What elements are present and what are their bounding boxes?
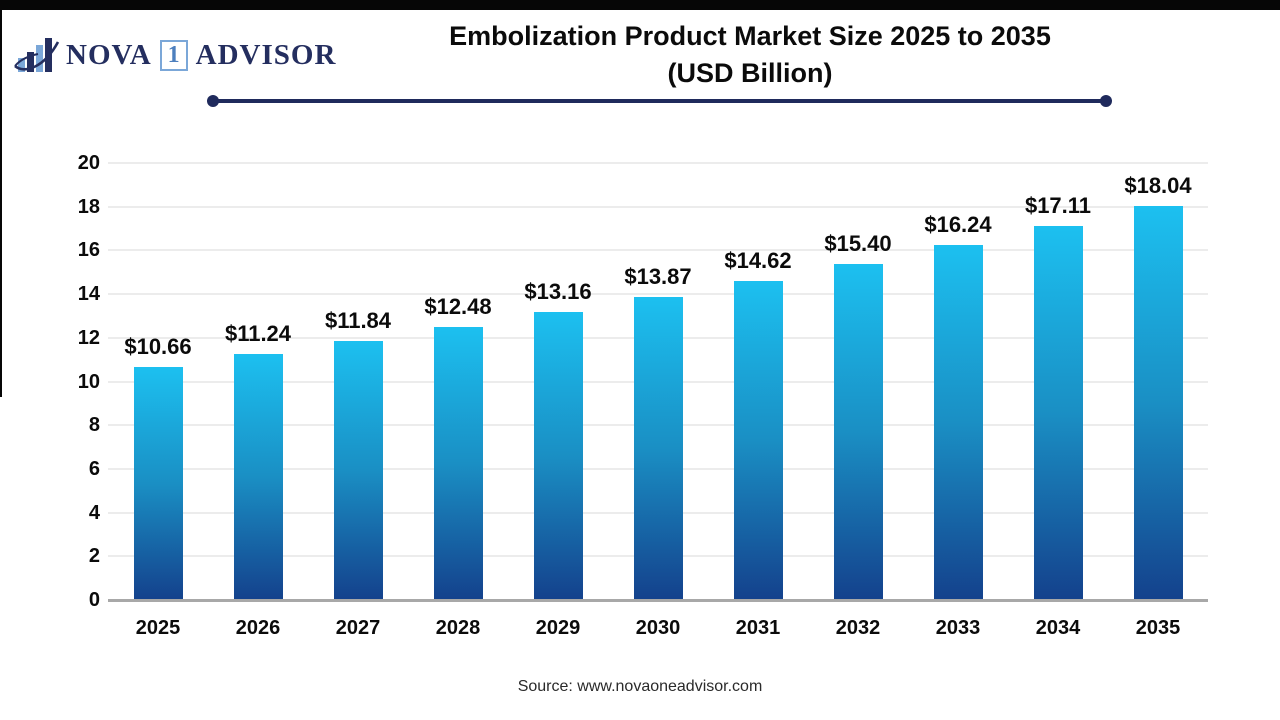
gridline [108,205,1208,208]
left-border-line [0,0,2,397]
x-tick-label: 2030 [635,617,681,639]
logo-text-one: 1 [159,39,188,71]
gridline [108,162,1208,164]
x-tick-label: 2035 [1135,617,1181,639]
chart-title-line2: (USD Billion) [667,58,833,88]
x-tick-label: 2033 [935,617,981,639]
x-axis-line [108,599,1208,602]
bar-value-label: $11.84 [324,308,392,334]
bar-chart-swoosh-icon [14,38,60,72]
bar-2026 [233,354,283,600]
bar-value-label: $13.87 [624,263,692,289]
y-tick-label: 12 [77,326,100,349]
x-tick-label: 2025 [135,617,181,639]
source-text: Source: www.novaoneadvisor.com [517,678,763,695]
bar-value-label: $10.66 [124,334,192,360]
title-divider-line [207,95,1112,107]
bar-2027 [333,341,383,600]
divider-dot-right [1100,95,1112,107]
y-tick-label: 10 [77,370,100,393]
y-tick-label: 6 [88,457,100,480]
bar-value-label: $11.24 [224,321,292,347]
bar-2029 [533,312,583,600]
x-tick-label: 2031 [735,617,781,639]
top-border-bar [0,0,1280,10]
bar-value-label: $18.04 [1124,172,1192,198]
y-tick-label: 8 [88,414,100,437]
bar-2032 [833,263,883,600]
y-tick-label: 14 [77,283,100,306]
y-tick-label: 0 [88,589,100,611]
y-tick-label: 18 [77,195,100,218]
bar-2028 [433,327,483,600]
y-tick-label: 16 [77,239,100,262]
bar-value-label: $15.40 [824,230,892,256]
y-tick-label: 4 [88,501,100,524]
bar-2034 [1033,226,1083,600]
logo-text-advisor: ADVISOR [195,38,337,71]
x-tick-label: 2028 [435,617,481,639]
bar-2030 [633,296,683,600]
bar-value-label: $13.16 [524,279,592,305]
chart-title-line1: Embolization Product Market Size 2025 to… [449,21,1051,51]
bar-2035 [1133,205,1183,600]
gridline [108,293,1208,296]
bar-value-label: $14.62 [724,247,792,273]
bar-2033 [933,245,983,600]
nova-one-advisor-logo: NOVA 1 ADVISOR [14,34,336,76]
x-tick-label: 2027 [335,617,381,639]
y-tick-label: 20 [77,152,100,174]
x-tick-label: 2029 [535,617,581,639]
bar-2025 [133,367,183,600]
chart-title: Embolization Product Market Size 2025 to… [280,18,1220,92]
logo-text-nova: NOVA [66,38,152,71]
gridline [108,249,1208,252]
bar-value-label: $17.11 [1024,193,1092,219]
y-tick-label: 2 [88,545,100,568]
bar-value-label: $12.48 [424,294,492,320]
bar-value-label: $16.24 [924,212,992,238]
x-tick-label: 2032 [835,617,881,639]
x-tick-label: 2034 [1035,617,1081,639]
divider-dot-left [207,95,219,107]
bar-2031 [733,280,783,600]
x-tick-label: 2026 [235,617,281,639]
